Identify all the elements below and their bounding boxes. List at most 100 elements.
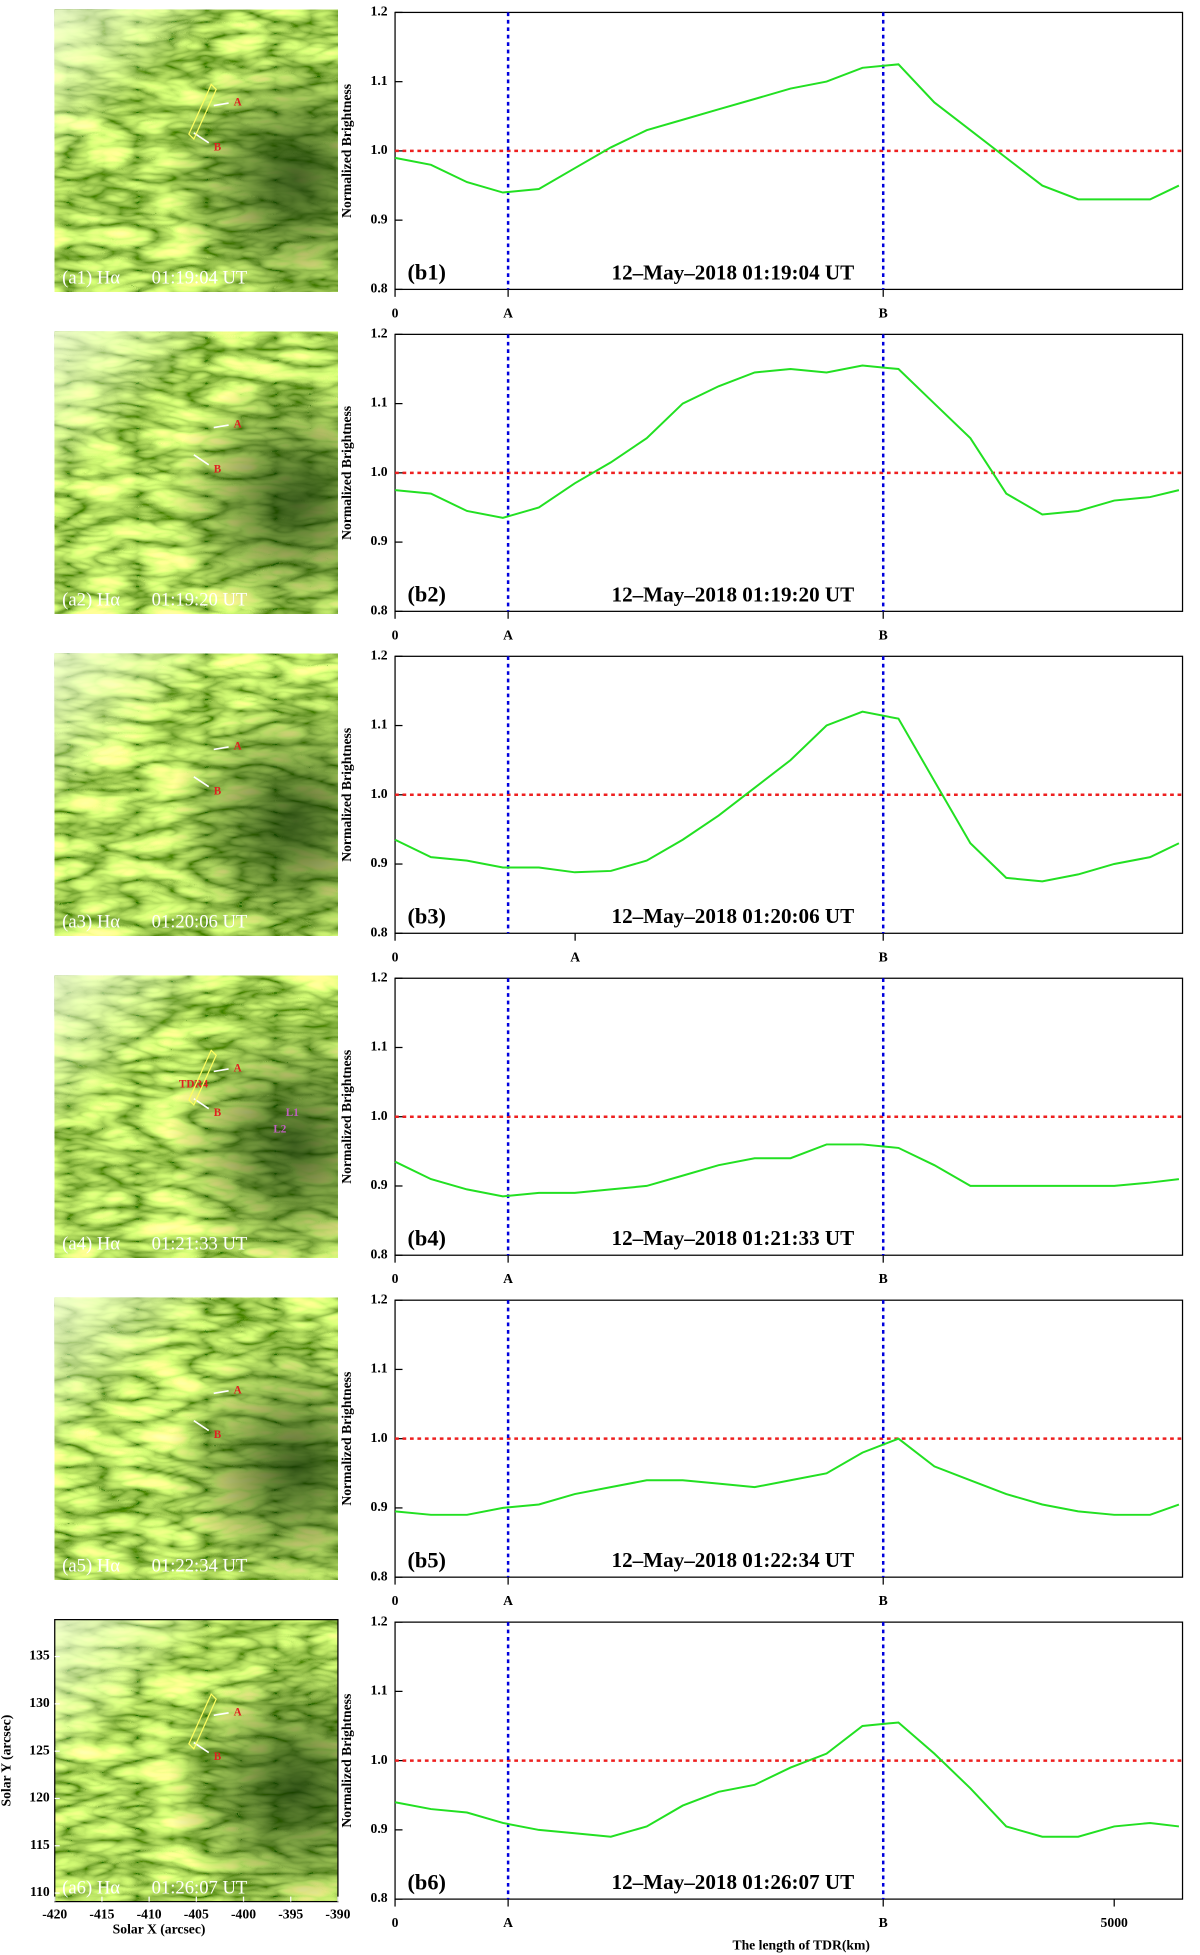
y-tick-label: 0.9	[371, 211, 388, 226]
image-y-tick-label: 115	[30, 1837, 50, 1852]
image-marker: B	[214, 785, 222, 797]
y-tick-label: 1.2	[371, 326, 388, 341]
brightness-line	[394, 710, 1180, 883]
image-x-tick-label: -400	[231, 1906, 256, 1921]
image-x-tick-label: -415	[89, 1906, 114, 1921]
panel-label: (b6)	[407, 1869, 445, 1894]
y-tick-label: 1.2	[371, 1613, 388, 1628]
image-y-axis-label: Solar Y (arcsec)	[0, 1715, 15, 1807]
y-tick-label: 1.0	[371, 786, 388, 801]
image-spot	[54, 9, 338, 292]
x-tick-label: B	[879, 949, 888, 964]
brightness-line	[394, 1437, 1180, 1516]
image-y-tick-label: 135	[29, 1648, 50, 1663]
y-tick-label: 1.1	[371, 717, 388, 732]
y-tick-label: 1.2	[371, 969, 388, 984]
y-axis-label: Normalized Brightness	[339, 1694, 354, 1828]
x-tick-label: 0	[392, 1915, 399, 1930]
image-label: (a5) Hα	[62, 1556, 120, 1577]
x-tick-label: 0	[392, 1593, 399, 1608]
image-label: (a1) Hα	[62, 268, 120, 289]
image-x-tick-label: -395	[278, 1906, 303, 1921]
arrow	[213, 1068, 229, 1073]
image-marker: A	[234, 741, 242, 753]
y-tick-label: 0.9	[371, 855, 388, 870]
arrow	[193, 454, 210, 466]
y-tick-label: 0.8	[371, 281, 388, 296]
image-spot	[54, 1297, 338, 1580]
y-tick-label: 1.1	[371, 1683, 388, 1698]
arrow	[213, 746, 229, 751]
x-tick-label: 0	[392, 627, 399, 642]
x-tick-label: B	[879, 1915, 888, 1930]
y-tick-label: 1.2	[371, 647, 388, 662]
arrow	[213, 1712, 229, 1717]
y-axis-label: Normalized Brightness	[339, 406, 354, 540]
y-tick-label: 0.8	[371, 924, 388, 939]
x-axis-label: The length of TDR(km)	[732, 1937, 869, 1953]
y-tick-label: 0.8	[371, 1246, 388, 1261]
x-tick-label: B	[879, 1593, 888, 1608]
y-tick-label: 0.9	[371, 533, 388, 548]
tdr-contour	[188, 1693, 217, 1750]
x-tick-label: 0	[392, 305, 399, 320]
panel-label: (b4)	[407, 1225, 445, 1250]
image-marker: B	[214, 1751, 222, 1763]
panel-label: (b2)	[407, 582, 445, 607]
image-marker: A	[234, 97, 242, 109]
y-tick-label: 0.8	[371, 602, 388, 617]
y-tick-label: 1.0	[371, 142, 388, 157]
image-time: 01:22:34 UT	[152, 1556, 248, 1577]
image-x-axis-label: Solar X (arcsec)	[113, 1921, 206, 1937]
image-marker: B	[214, 141, 222, 153]
x-tick-label: A	[570, 949, 580, 964]
x-tick-label: A	[503, 1915, 513, 1930]
y-tick-label: 1.2	[371, 1291, 388, 1306]
image-marker: A	[234, 419, 242, 431]
arrow	[193, 1419, 210, 1432]
y-tick-label: 1.0	[371, 1752, 388, 1767]
x-tick-label: 5000	[1101, 1915, 1128, 1930]
x-tick-label: A	[503, 627, 513, 642]
y-tick-label: 0.9	[371, 1177, 388, 1192]
image-marker: A	[234, 1062, 242, 1074]
image-marker: L2	[273, 1123, 286, 1135]
y-tick-label: 1.1	[371, 1039, 388, 1054]
brightness-line	[394, 63, 1180, 201]
image-marker: B	[214, 1429, 222, 1441]
y-tick-label: 1.0	[371, 464, 388, 479]
image-time: 01:20:06 UT	[152, 912, 248, 933]
image-marker: A	[234, 1706, 242, 1718]
image-marker: L1	[286, 1107, 299, 1119]
image-spot	[54, 975, 338, 1258]
image-marker: B	[214, 463, 222, 475]
plot-frame	[394, 977, 1184, 1256]
tdr-contour	[188, 1049, 217, 1107]
image-time: 01:26:07 UT	[152, 1877, 248, 1898]
panel-label: (b3)	[407, 904, 445, 929]
y-tick-label: 1.0	[371, 1108, 388, 1123]
image-label: (a2) Hα	[62, 590, 120, 611]
panel-title: 12–May–2018 01:26:07 UT	[612, 1870, 855, 1894]
image-label: (a4) Hα	[62, 1234, 120, 1255]
image-spot	[54, 1619, 338, 1902]
image-label: (a6) Hα	[62, 1877, 120, 1898]
arrow	[213, 424, 229, 429]
y-axis-label: Normalized Brightness	[339, 1050, 354, 1184]
y-tick-label: 1.2	[371, 4, 388, 19]
panel-title: 12–May–2018 01:20:06 UT	[612, 904, 855, 928]
panel-title: 12–May–2018 01:19:04 UT	[612, 260, 855, 284]
y-tick-label: 1.1	[371, 1361, 388, 1376]
panel-label: (b1)	[407, 260, 445, 285]
brightness-line	[394, 1143, 1180, 1198]
image-marker: A	[234, 1384, 242, 1396]
arrow	[213, 1390, 229, 1395]
arrow	[213, 102, 229, 107]
y-tick-label: 0.8	[371, 1568, 388, 1583]
x-tick-label: 0	[392, 949, 399, 964]
y-tick-label: 0.9	[371, 1499, 388, 1514]
plot-frame	[394, 1621, 1184, 1900]
panel-title: 12–May–2018 01:19:20 UT	[612, 582, 855, 606]
y-axis-label: Normalized Brightness	[339, 728, 354, 862]
image-marker: B	[214, 1107, 222, 1119]
